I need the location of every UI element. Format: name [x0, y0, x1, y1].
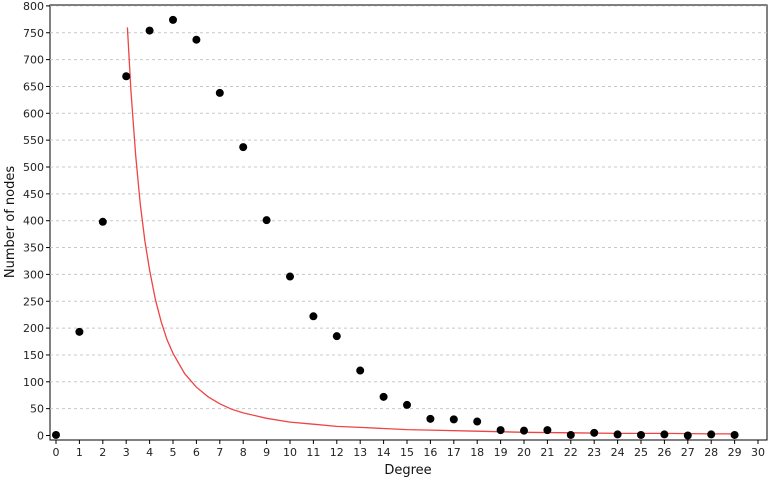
x-tick-label: 7 [216, 446, 223, 459]
x-tick-label: 30 [751, 446, 765, 459]
y-tick-label: 250 [23, 295, 44, 308]
x-tick-label: 19 [494, 446, 508, 459]
data-point [122, 72, 131, 81]
x-tick-label: 10 [283, 446, 297, 459]
data-point [379, 392, 388, 401]
y-tick-label: 750 [23, 27, 44, 40]
x-tick-label: 13 [353, 446, 367, 459]
data-point [75, 327, 84, 336]
x-axis-ticks: 0 1 2 3 4 5 6 7 8 9 10 11 12 13 14 15 16 17 18 19 20 21 22 23 24… [53, 440, 765, 459]
y-tick-label: 700 [23, 54, 44, 67]
data-point [262, 216, 271, 225]
y-tick-label: 600 [23, 107, 44, 120]
data-point [449, 415, 458, 424]
data-point [707, 430, 716, 439]
x-tick-label: 24 [611, 446, 625, 459]
x-tick-label: 27 [681, 446, 695, 459]
y-tick-label: 800 [23, 0, 44, 13]
x-tick-label: 14 [377, 446, 391, 459]
data-point [52, 430, 60, 439]
x-tick-label: 4 [146, 446, 153, 459]
x-tick-label: 23 [587, 446, 601, 459]
plot-background [49, 4, 768, 441]
data-point [496, 426, 505, 435]
y-axis-label: Number of nodes [3, 166, 18, 278]
y-tick-label: 100 [23, 376, 44, 389]
y-tick-label: 350 [23, 242, 44, 255]
x-tick-label: 18 [470, 446, 484, 459]
y-tick-label: 150 [23, 349, 44, 362]
x-tick-label: 22 [564, 446, 578, 459]
y-tick-label: 450 [23, 188, 44, 201]
y-tick-label: 50 [30, 403, 44, 416]
data-point [426, 414, 435, 423]
y-tick-label: 200 [23, 322, 44, 335]
x-tick-label: 12 [330, 446, 344, 459]
x-tick-label: 6 [193, 446, 200, 459]
y-axis-ticks: 0 50 100 150 200 250 300 350 400 450 500 550 600 650 7… [23, 0, 50, 443]
data-point [192, 35, 201, 44]
y-tick-label: 550 [23, 134, 44, 147]
data-point [356, 366, 365, 375]
x-tick-label: 3 [123, 446, 130, 459]
x-tick-label: 17 [447, 446, 461, 459]
data-point [332, 332, 341, 341]
data-point [590, 428, 599, 437]
data-point [239, 143, 248, 152]
data-series [52, 15, 739, 440]
x-tick-label: 5 [170, 446, 177, 459]
data-point [683, 431, 692, 440]
x-tick-label: 0 [53, 446, 60, 459]
data-point [566, 430, 575, 439]
data-point [543, 426, 552, 435]
x-tick-label: 16 [423, 446, 437, 459]
data-point [98, 217, 107, 226]
data-point [215, 88, 224, 97]
data-point [660, 430, 669, 439]
data-point [637, 430, 645, 439]
y-tick-label: 300 [23, 268, 44, 281]
x-tick-label: 29 [728, 446, 742, 459]
x-axis-label: Degree [384, 463, 431, 478]
x-tick-label: 8 [240, 446, 247, 459]
data-point [145, 26, 154, 35]
x-tick-label: 21 [540, 446, 554, 459]
data-point [403, 400, 411, 409]
data-point [730, 430, 739, 439]
y-tick-label: 400 [23, 215, 44, 228]
x-tick-label: 1 [76, 446, 83, 459]
y-tick-label: 500 [23, 161, 44, 174]
x-tick-label: 20 [517, 446, 531, 459]
y-tick-label: 0 [37, 430, 44, 443]
x-tick-label: 9 [263, 446, 270, 459]
x-tick-label: 25 [634, 446, 648, 459]
data-point [520, 426, 528, 435]
data-point [169, 15, 177, 24]
x-tick-label: 2 [99, 446, 106, 459]
data-point [309, 312, 318, 321]
data-point [473, 417, 482, 426]
y-tick-label: 650 [23, 80, 44, 93]
x-tick-label: 26 [657, 446, 671, 459]
x-tick-label: 11 [306, 446, 320, 459]
x-tick-label: 15 [400, 446, 414, 459]
data-point [613, 430, 622, 439]
x-tick-label: 28 [704, 446, 718, 459]
data-point [286, 272, 294, 281]
